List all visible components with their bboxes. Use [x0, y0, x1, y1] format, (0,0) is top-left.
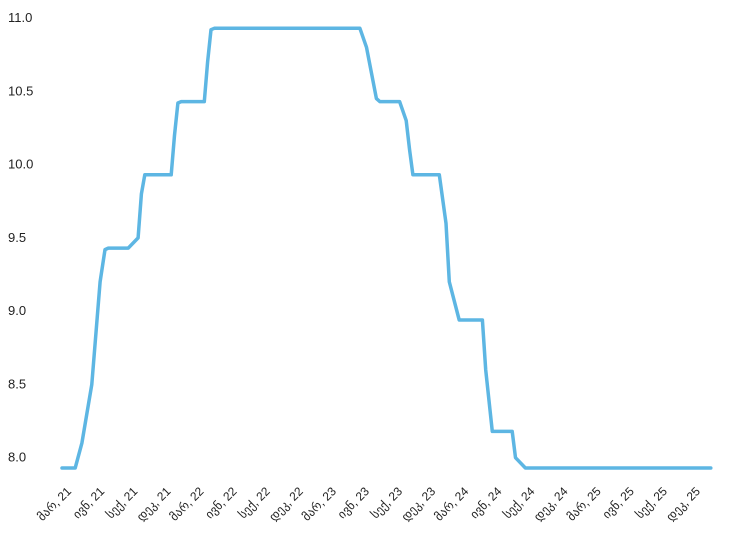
x-tick-label: ივნ, 25: [600, 484, 637, 521]
y-tick-label: 8.5: [8, 376, 26, 391]
x-tick-label: დეკ, 25: [663, 484, 703, 524]
x-tick-label: მარ, 23: [299, 484, 339, 524]
x-tick-label: დეკ, 23: [399, 484, 439, 524]
x-tick-label: დეკ, 22: [266, 484, 306, 524]
y-tick-label: 10.5: [8, 83, 33, 98]
x-tick-label: ივნ, 24: [467, 484, 504, 521]
plot-area: [60, 26, 713, 470]
y-tick-label: 9.5: [8, 230, 26, 245]
x-tick-label: ივნ, 21: [70, 484, 107, 521]
x-tick-label: მარ, 24: [432, 484, 472, 524]
x-tick-label: ივნ, 23: [335, 484, 372, 521]
x-tick-label: მარ, 22: [167, 484, 207, 524]
x-tick-label: ივნ, 22: [202, 484, 239, 521]
y-tick-label: 11.0: [8, 10, 32, 25]
y-axis: 8.0 8.5 9.0 9.5 10.0 10.5 11.0: [8, 10, 33, 465]
y-tick-label: 10.0: [8, 157, 33, 172]
y-tick-label: 9.0: [8, 303, 26, 318]
x-tick-label: მარ, 21: [35, 484, 75, 524]
x-tick-label: მარ, 25: [564, 484, 604, 524]
series-line: [60, 26, 713, 470]
x-tick-label: დეკ, 24: [531, 484, 571, 524]
y-tick-label: 8.0: [8, 450, 26, 465]
x-tick-label: დეკ, 21: [134, 484, 174, 524]
